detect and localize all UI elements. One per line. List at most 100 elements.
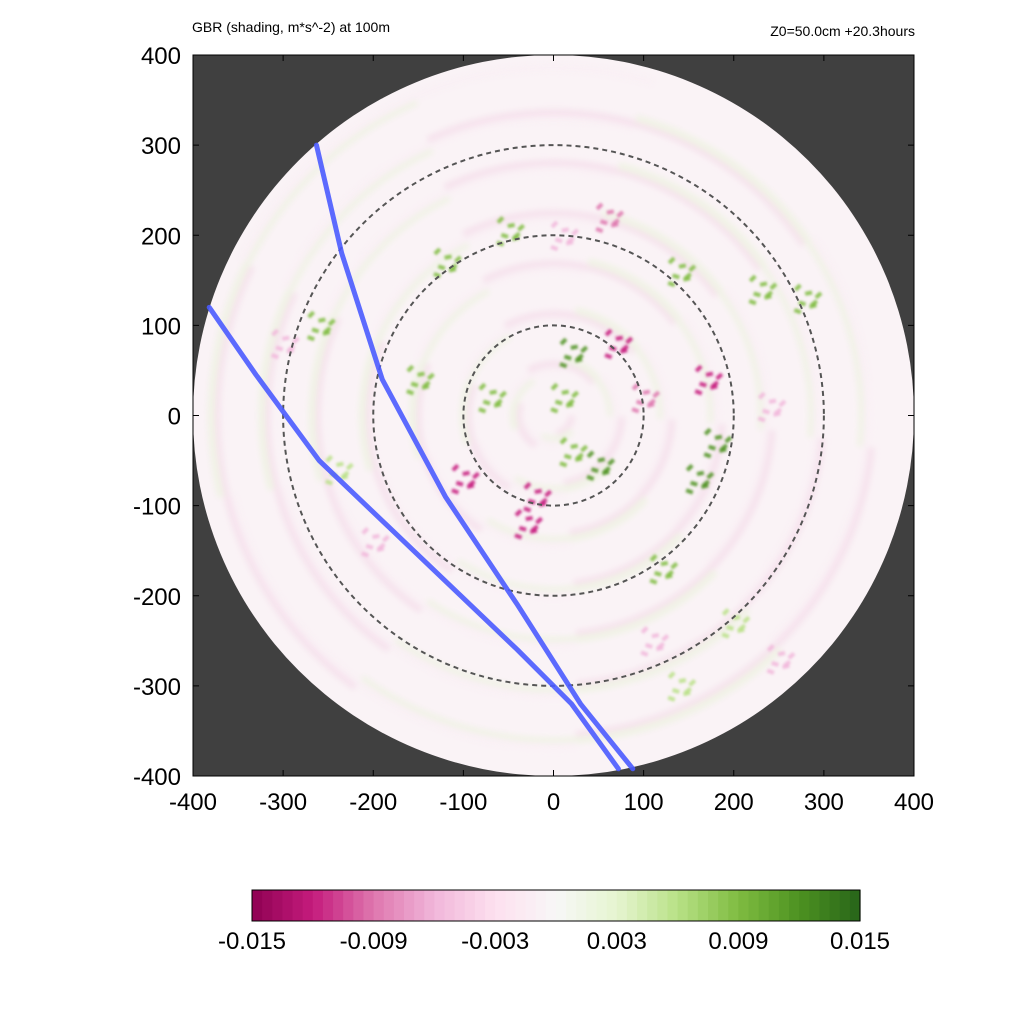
colorbar-cell [576, 890, 587, 921]
texture-band [563, 355, 615, 417]
negative-feature-cell [271, 328, 280, 337]
positive-feature-cell [566, 398, 575, 406]
negative-feature-cell [550, 244, 559, 252]
texture-band [670, 314, 721, 530]
colorbar-cell [404, 890, 415, 921]
texture-band [509, 377, 536, 431]
texture-band [369, 215, 601, 339]
colorbar-cell [839, 890, 851, 921]
positive-feature-cell [550, 407, 559, 414]
positive-feature-cell [507, 222, 515, 229]
positive-feature-cell [489, 389, 497, 395]
texture-band [635, 114, 866, 447]
positive-feature-cell [793, 283, 802, 292]
negative-feature-cell [561, 227, 570, 233]
y-tick-label: -200 [133, 584, 181, 611]
negative-feature-cell [778, 399, 787, 408]
positive-feature-cell [696, 470, 705, 477]
negative-feature-cell [652, 390, 661, 399]
texture-band [443, 159, 763, 272]
texture-band [308, 194, 452, 482]
texture-band [263, 291, 391, 653]
range-ring [462, 324, 645, 507]
texture-band [359, 646, 783, 745]
colorbar-cell [434, 890, 446, 921]
y-tick-label: -100 [133, 494, 181, 521]
x-tick-label: 100 [624, 789, 664, 816]
negative-feature-cell [651, 632, 660, 639]
positive-feature-cell [667, 281, 676, 288]
negative-feature-cell [451, 488, 460, 495]
y-tick-label: 0 [168, 404, 181, 431]
colorbar-frame [251, 889, 861, 922]
colorbar-cell [728, 890, 739, 921]
negative-feature-cell [604, 353, 613, 360]
negative-feature-cell [514, 508, 523, 517]
positive-feature-cell [688, 264, 697, 273]
negative-feature-cell [640, 650, 649, 657]
positive-feature-cell [311, 327, 320, 334]
negative-feature-cell [777, 651, 786, 657]
positive-feature-cell [672, 273, 680, 280]
negative-feature-cell [774, 407, 783, 416]
texture-band [634, 343, 670, 494]
colorbar-cell [657, 890, 669, 921]
positive-feature-cell [406, 389, 415, 396]
positive-feature-cell [765, 290, 774, 298]
negative-feature-cell [472, 471, 480, 480]
positive-feature-cell [437, 264, 446, 271]
positive-feature-cell [559, 436, 568, 445]
colorbar-cell [677, 890, 689, 921]
positive-feature-cell [793, 308, 802, 315]
texture-band [464, 383, 512, 492]
positive-feature-cell [748, 274, 757, 283]
negative-feature-cell [599, 219, 608, 226]
negative-feature-cell [611, 218, 620, 226]
colorbar-cell [262, 890, 273, 921]
positive-feature-cell [742, 615, 751, 624]
positive-feature-cell [325, 479, 333, 486]
texture-band [425, 569, 718, 644]
positive-feature-cell [580, 345, 589, 354]
negative-feature-cell [647, 398, 656, 406]
positive-feature-cell [449, 263, 458, 271]
texture-band [485, 496, 649, 544]
colorbar-cell [566, 890, 577, 921]
colorbar-cell [322, 890, 334, 921]
colorbar-cell [596, 890, 608, 921]
positive-feature-cell [410, 381, 419, 388]
texture-band [474, 439, 567, 499]
positive-feature-cell [708, 444, 716, 451]
colorbar-cell [414, 890, 425, 921]
negative-feature-cell [451, 463, 460, 472]
negative-feature-cell [275, 345, 284, 352]
positive-feature-cell [759, 281, 768, 287]
positive-feature-cell [748, 299, 757, 306]
y-tick-label: -400 [133, 764, 181, 791]
negative-feature-cell [762, 408, 771, 415]
texture-band [575, 447, 876, 738]
positive-feature-cell [703, 427, 712, 436]
negative-feature-cell [766, 668, 775, 675]
negative-feature-cell [462, 470, 470, 477]
colorbar-cell [312, 890, 324, 921]
positive-feature-cell [500, 232, 509, 239]
colorbar-cell [495, 890, 506, 921]
texture-band [601, 209, 765, 430]
colorbar-cell [363, 890, 375, 921]
negative-feature-cell [616, 210, 625, 219]
positive-feature-cell [499, 390, 507, 399]
positive-feature-cell [336, 461, 344, 468]
negative-feature-cell [604, 328, 613, 337]
texture-band [414, 265, 587, 361]
colorbar-tick-label: 0.015 [830, 928, 890, 955]
colorbar-cell [454, 890, 466, 921]
texture-band [563, 416, 626, 487]
texture-band [704, 287, 771, 567]
positive-feature-cell [575, 452, 584, 461]
positive-feature-cell [810, 299, 819, 307]
positive-feature-cell [406, 364, 415, 373]
colorbar-cell [424, 890, 435, 921]
texture-band [325, 164, 617, 315]
